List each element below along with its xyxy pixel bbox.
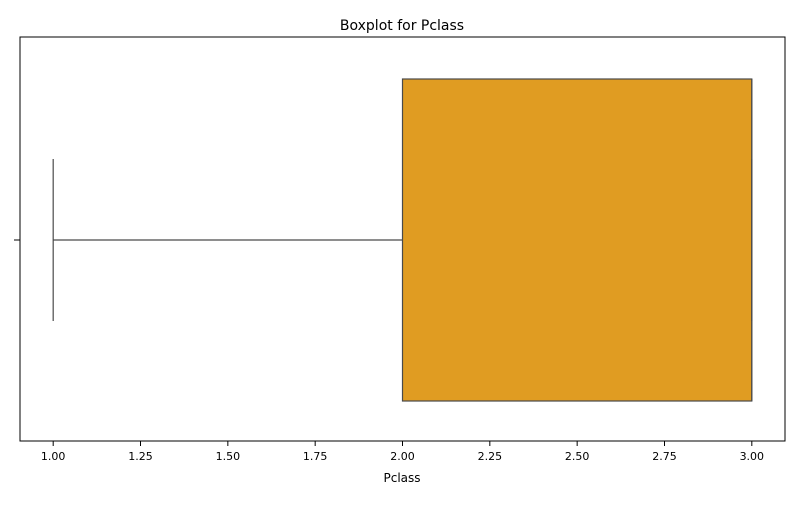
x-tick-label: 2.00 (390, 450, 415, 463)
x-tick-label: 2.50 (565, 450, 590, 463)
x-tick-label: 1.25 (128, 450, 153, 463)
x-tick-label: 3.00 (740, 450, 765, 463)
x-tick-label: 2.25 (478, 450, 503, 463)
x-tick-label: 1.50 (216, 450, 241, 463)
box-iqr (401, 78, 753, 402)
x-tick-label: 1.75 (303, 450, 328, 463)
x-tick-label: 1.00 (41, 450, 66, 463)
chart-title: Boxplot for Pclass (340, 18, 464, 34)
x-tick-label: 2.75 (652, 450, 677, 463)
x-axis-label: Pclass (383, 471, 420, 485)
